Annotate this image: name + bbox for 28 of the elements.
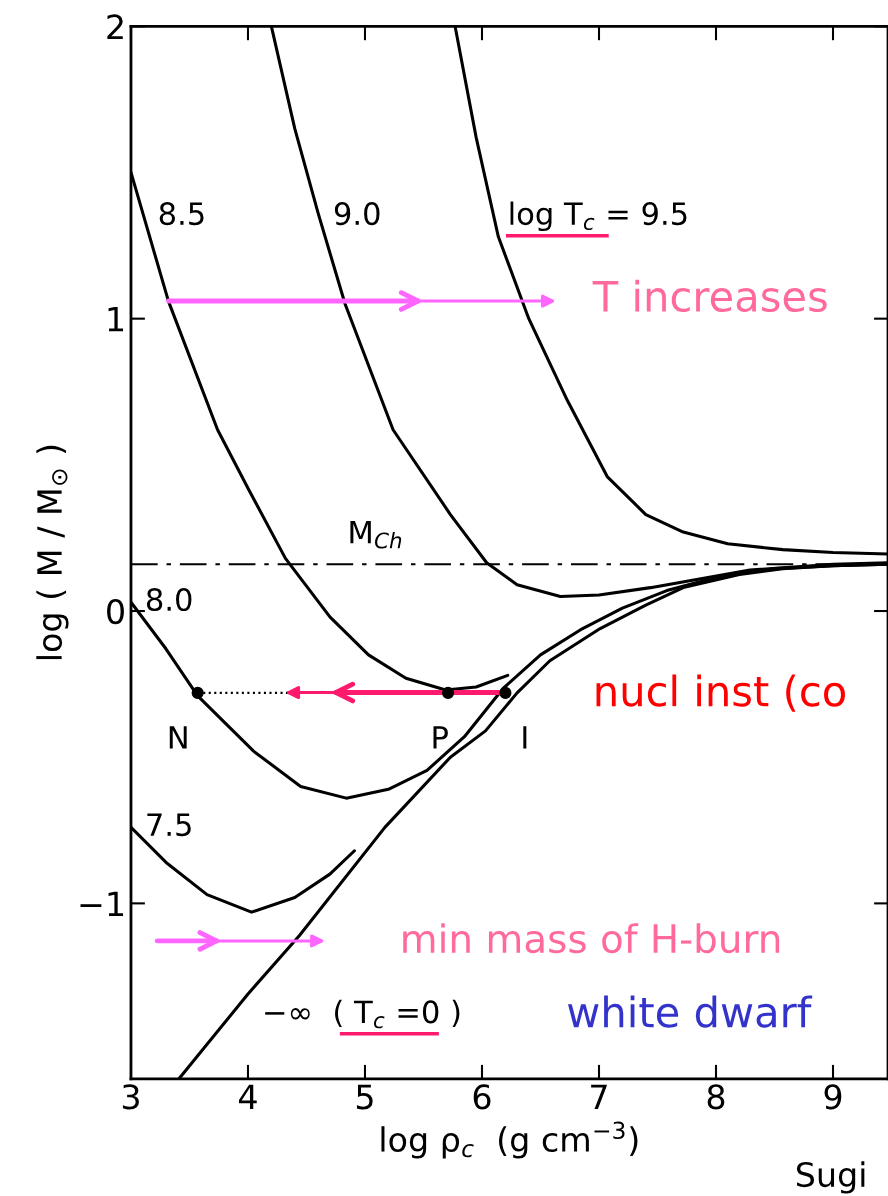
annotation: P xyxy=(433,726,448,749)
annotation: nucl inst (co xyxy=(596,674,845,712)
y-tick-label: −1 xyxy=(80,891,124,917)
annotation: N xyxy=(169,726,187,749)
annotation: T increases xyxy=(592,279,827,313)
x-tick-label: 8 xyxy=(707,1084,725,1110)
x-tick-label: 9 xyxy=(824,1084,842,1110)
series-label: 9.0 xyxy=(334,202,380,226)
x-tick-label: 4 xyxy=(239,1084,257,1109)
text: Sugi xyxy=(796,1161,865,1194)
legend-label: 8.0 xyxy=(146,588,192,612)
y-tick-label: 1 xyxy=(108,307,124,332)
y-tick-label: 0 xyxy=(107,598,124,625)
annotation: min mass of H-burn xyxy=(403,923,780,954)
x-tick-label: 5 xyxy=(356,1084,373,1110)
y-axis-title: log ( M / M$_{⊙}$ ) xyxy=(36,445,69,660)
series-label: 7.5 xyxy=(147,813,191,837)
x-tick-label: 3 xyxy=(122,1084,139,1110)
annotation: I xyxy=(523,726,527,749)
series-label: log T$_{c}$ = 9.5 xyxy=(510,201,687,232)
x-tick-label: 6 xyxy=(473,1084,491,1110)
annotation: −∞ ( T$_{c}$ =0 ) xyxy=(265,999,460,1029)
x-axis-title: log ρ$_{c}$ (g cm$^{−3}$) xyxy=(381,1121,638,1159)
series-label: 8.5 xyxy=(159,202,204,226)
annotation: white dwarf xyxy=(568,995,813,1028)
y-tick-label: 2 xyxy=(107,14,123,39)
x-tick-label: 7 xyxy=(591,1084,607,1109)
ref-line-label: M$_{Ch}$ xyxy=(350,520,402,549)
